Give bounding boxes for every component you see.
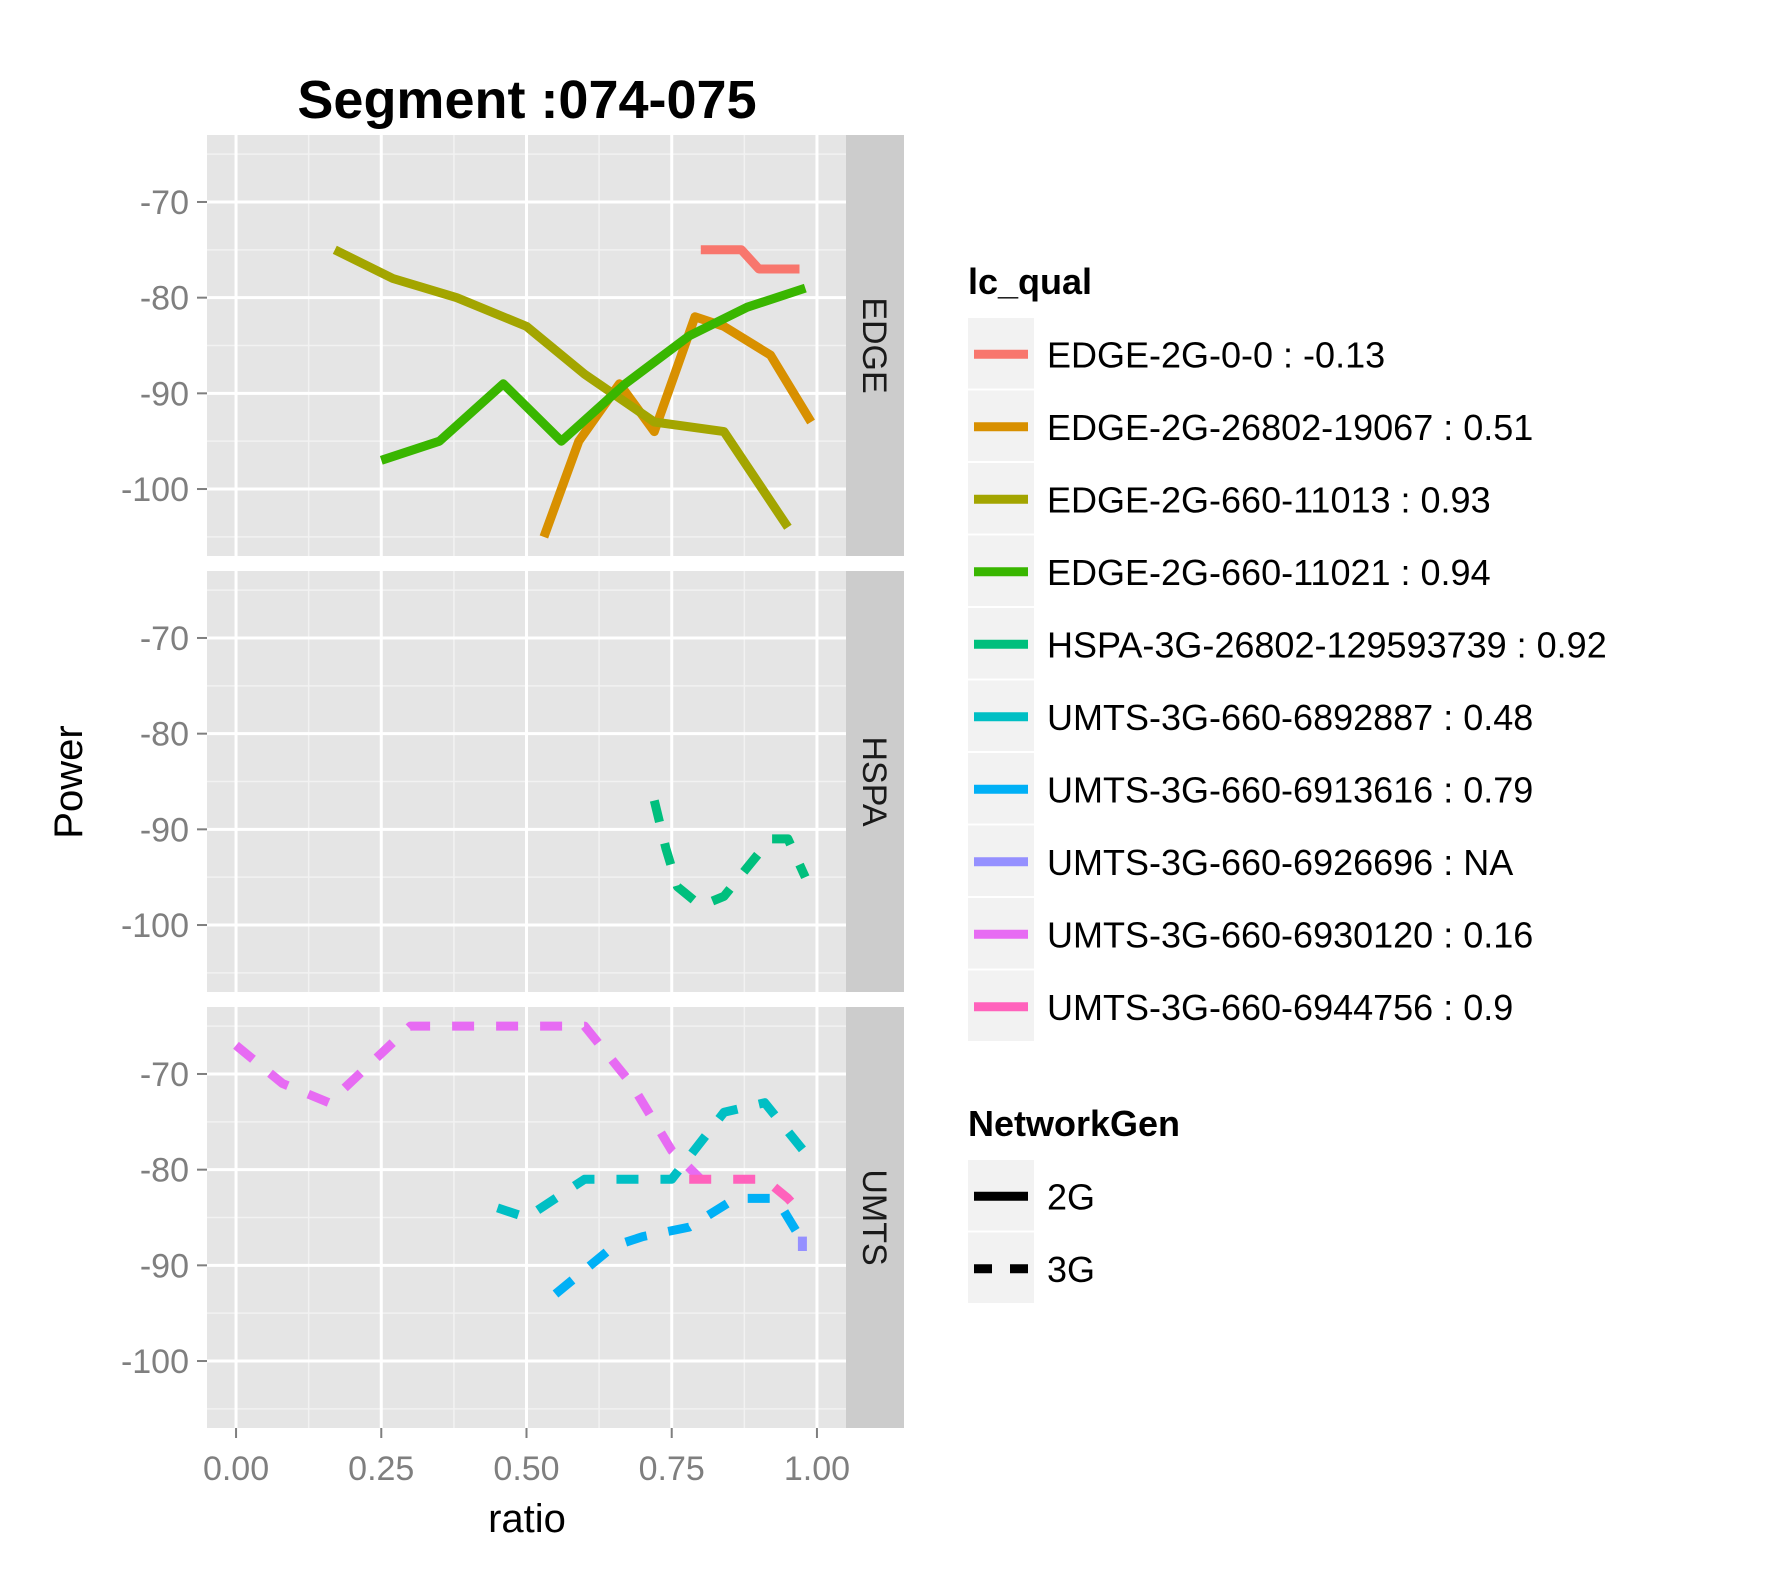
y-tick-label: -100: [121, 1343, 189, 1381]
facet-panel-umts: UMTS: [207, 1007, 904, 1428]
legend-item: UMTS-3G-660-6926696 : NA: [968, 825, 1513, 896]
series-line: [700, 245, 800, 274]
y-tick-label: -70: [140, 184, 189, 222]
legend-item: EDGE-2G-26802-19067 : 0.51: [968, 390, 1533, 461]
legend: lc_qual EDGE-2G-0-0 : -0.13 EDGE-2G-26802…: [968, 261, 1607, 1303]
x-axis-title: ratio: [488, 1497, 566, 1541]
legend-label: UMTS-3G-660-6930120 : 0.16: [1047, 914, 1533, 955]
x-tick-label: 0.75: [639, 1450, 705, 1488]
y-axis-title: Power: [47, 725, 91, 838]
legend-color-items: EDGE-2G-0-0 : -0.13 EDGE-2G-26802-19067 :…: [968, 318, 1607, 1041]
y-tick-label: -80: [140, 716, 189, 754]
y-tick-label: -100: [121, 471, 189, 509]
y-tick-label: -80: [140, 1152, 189, 1190]
legend-label: 2G: [1047, 1176, 1095, 1217]
facet-panel-hspa: HSPA: [207, 571, 904, 992]
series-line: [539, 312, 815, 539]
y-tick-label: -100: [121, 907, 189, 945]
legend-label: EDGE-2G-26802-19067 : 0.51: [1047, 407, 1533, 448]
x-tick-label: 0.50: [493, 1450, 559, 1488]
legend-item: UMTS-3G-660-6930120 : 0.16: [968, 898, 1533, 969]
x-axis: 0.00 0.25 0.50 0.75 1.00: [203, 1428, 850, 1488]
facet-strip-label: HSPA: [855, 736, 893, 826]
facet-panels: EDGE HSPA UMTS: [207, 135, 904, 1428]
legend-item: HSPA-3G-26802-129593739 : 0.92: [968, 608, 1607, 679]
x-tick-label: 1.00: [784, 1450, 850, 1488]
legend-item: EDGE-2G-660-11021 : 0.94: [968, 535, 1491, 606]
legend-item: EDGE-2G-0-0 : -0.13: [968, 318, 1385, 389]
y-axis-hspa: -70 -80 -90 -100: [121, 620, 207, 945]
y-tick-label: -70: [140, 1056, 189, 1094]
legend-color-title: lc_qual: [968, 261, 1092, 302]
x-tick-label: 0.00: [203, 1450, 269, 1488]
legend-label: HSPA-3G-26802-129593739 : 0.92: [1047, 624, 1607, 665]
series-line: [552, 1193, 804, 1298]
series-group: [649, 799, 810, 911]
legend-item: UMTS-3G-660-6892887 : 0.48: [968, 680, 1533, 751]
legend-label: UMTS-3G-660-6913616 : 0.79: [1047, 769, 1533, 810]
legend-item: UMTS-3G-660-6944756 : 0.9: [968, 970, 1513, 1041]
series-line: [496, 1098, 815, 1222]
legend-item: UMTS-3G-660-6913616 : 0.79: [968, 753, 1533, 824]
facet-panel-edge: EDGE: [207, 135, 904, 556]
y-axes: -70 -80 -90 -100 -70 -80 -90 -100 -70 -80 -90 -100: [121, 184, 207, 1381]
legend-label: EDGE-2G-660-11013 : 0.93: [1047, 479, 1491, 520]
facet-strip: [846, 135, 904, 556]
legend-label: 3G: [1047, 1249, 1095, 1290]
y-axis-umts: -70 -80 -90 -100: [121, 1056, 207, 1381]
y-tick-label: -70: [140, 620, 189, 658]
facet-strip: [846, 1007, 904, 1428]
y-tick-label: -90: [140, 1247, 189, 1285]
legend-label: UMTS-3G-660-6892887 : 0.48: [1047, 697, 1533, 738]
series-line: [332, 245, 792, 530]
x-tick-label: 0.25: [348, 1450, 414, 1488]
y-tick-label: -80: [140, 280, 189, 318]
legend-linetype-item: 2G: [968, 1160, 1095, 1231]
legend-linetype-item: 3G: [968, 1232, 1095, 1303]
y-tick-label: -90: [140, 375, 189, 413]
legend-label: UMTS-3G-660-6926696 : NA: [1047, 842, 1513, 883]
facet-strip: [846, 571, 904, 992]
series-line: [689, 1174, 809, 1221]
legend-linetype-items: 2G 3G: [968, 1160, 1095, 1303]
chart-title: Segment :074-075: [297, 70, 756, 130]
y-tick-label: -90: [140, 811, 189, 849]
series-line: [379, 283, 807, 465]
series-group: [332, 245, 815, 539]
legend-label: EDGE-2G-0-0 : -0.13: [1047, 334, 1385, 375]
series-group: [233, 1021, 815, 1298]
legend-label: EDGE-2G-660-11021 : 0.94: [1047, 552, 1491, 593]
legend-item: EDGE-2G-660-11013 : 0.93: [968, 463, 1491, 534]
series-line: [649, 799, 810, 911]
legend-label: UMTS-3G-660-6944756 : 0.9: [1047, 987, 1513, 1028]
y-axis-edge: -70 -80 -90 -100: [121, 184, 207, 509]
series-line: [233, 1021, 704, 1183]
facet-strip-label: UMTS: [855, 1169, 893, 1265]
facet-strip-label: EDGE: [855, 297, 893, 393]
legend-linetype-title: NetworkGen: [968, 1103, 1180, 1144]
